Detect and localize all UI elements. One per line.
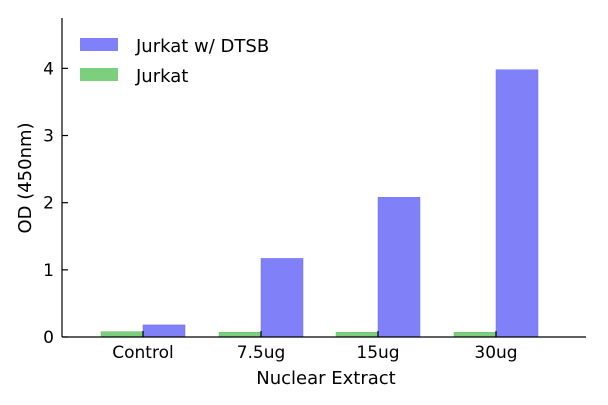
legend: Jurkat w/ DTSB Jurkat: [80, 36, 269, 87]
x-tick-label: 7.5ug: [237, 343, 286, 363]
bar-jurkat-dtsb-15ug: [377, 197, 421, 338]
x-tick-label: 15ug: [356, 343, 399, 363]
legend-swatch: [80, 68, 118, 81]
y-tick-label: 3: [43, 127, 54, 147]
bar-jurkat-Control: [100, 331, 144, 338]
x-tick-label: Control: [112, 343, 173, 363]
y-ticks: 0 1 2 3 4: [43, 59, 68, 348]
y-tick-label: 4: [43, 59, 54, 79]
legend-label: Jurkat w/ DTSB: [135, 36, 269, 57]
axes: [61, 18, 586, 338]
bar-jurkat-30ug: [453, 332, 497, 338]
x-axis-title: Nuclear Extract: [256, 368, 395, 389]
y-tick-label: 0: [43, 328, 54, 348]
x-tick-label: 30ug: [474, 343, 517, 363]
bar-jurkat-15ug: [335, 332, 379, 338]
bar-jurkat-dtsb-7.5ug: [260, 258, 304, 338]
legend-label: Jurkat: [135, 66, 188, 87]
y-tick-label: 2: [43, 194, 54, 214]
x-ticks: Control 7.5ug 15ug 30ug: [112, 331, 518, 363]
plot-area: [100, 69, 539, 338]
y-axis-title: OD (450nm): [15, 122, 36, 233]
bar-jurkat-dtsb-30ug: [495, 69, 539, 338]
legend-swatch: [80, 38, 118, 51]
bar-jurkat-dtsb-Control: [142, 324, 186, 338]
y-tick-label: 1: [43, 261, 54, 281]
bar-jurkat-7.5ug: [218, 332, 262, 338]
